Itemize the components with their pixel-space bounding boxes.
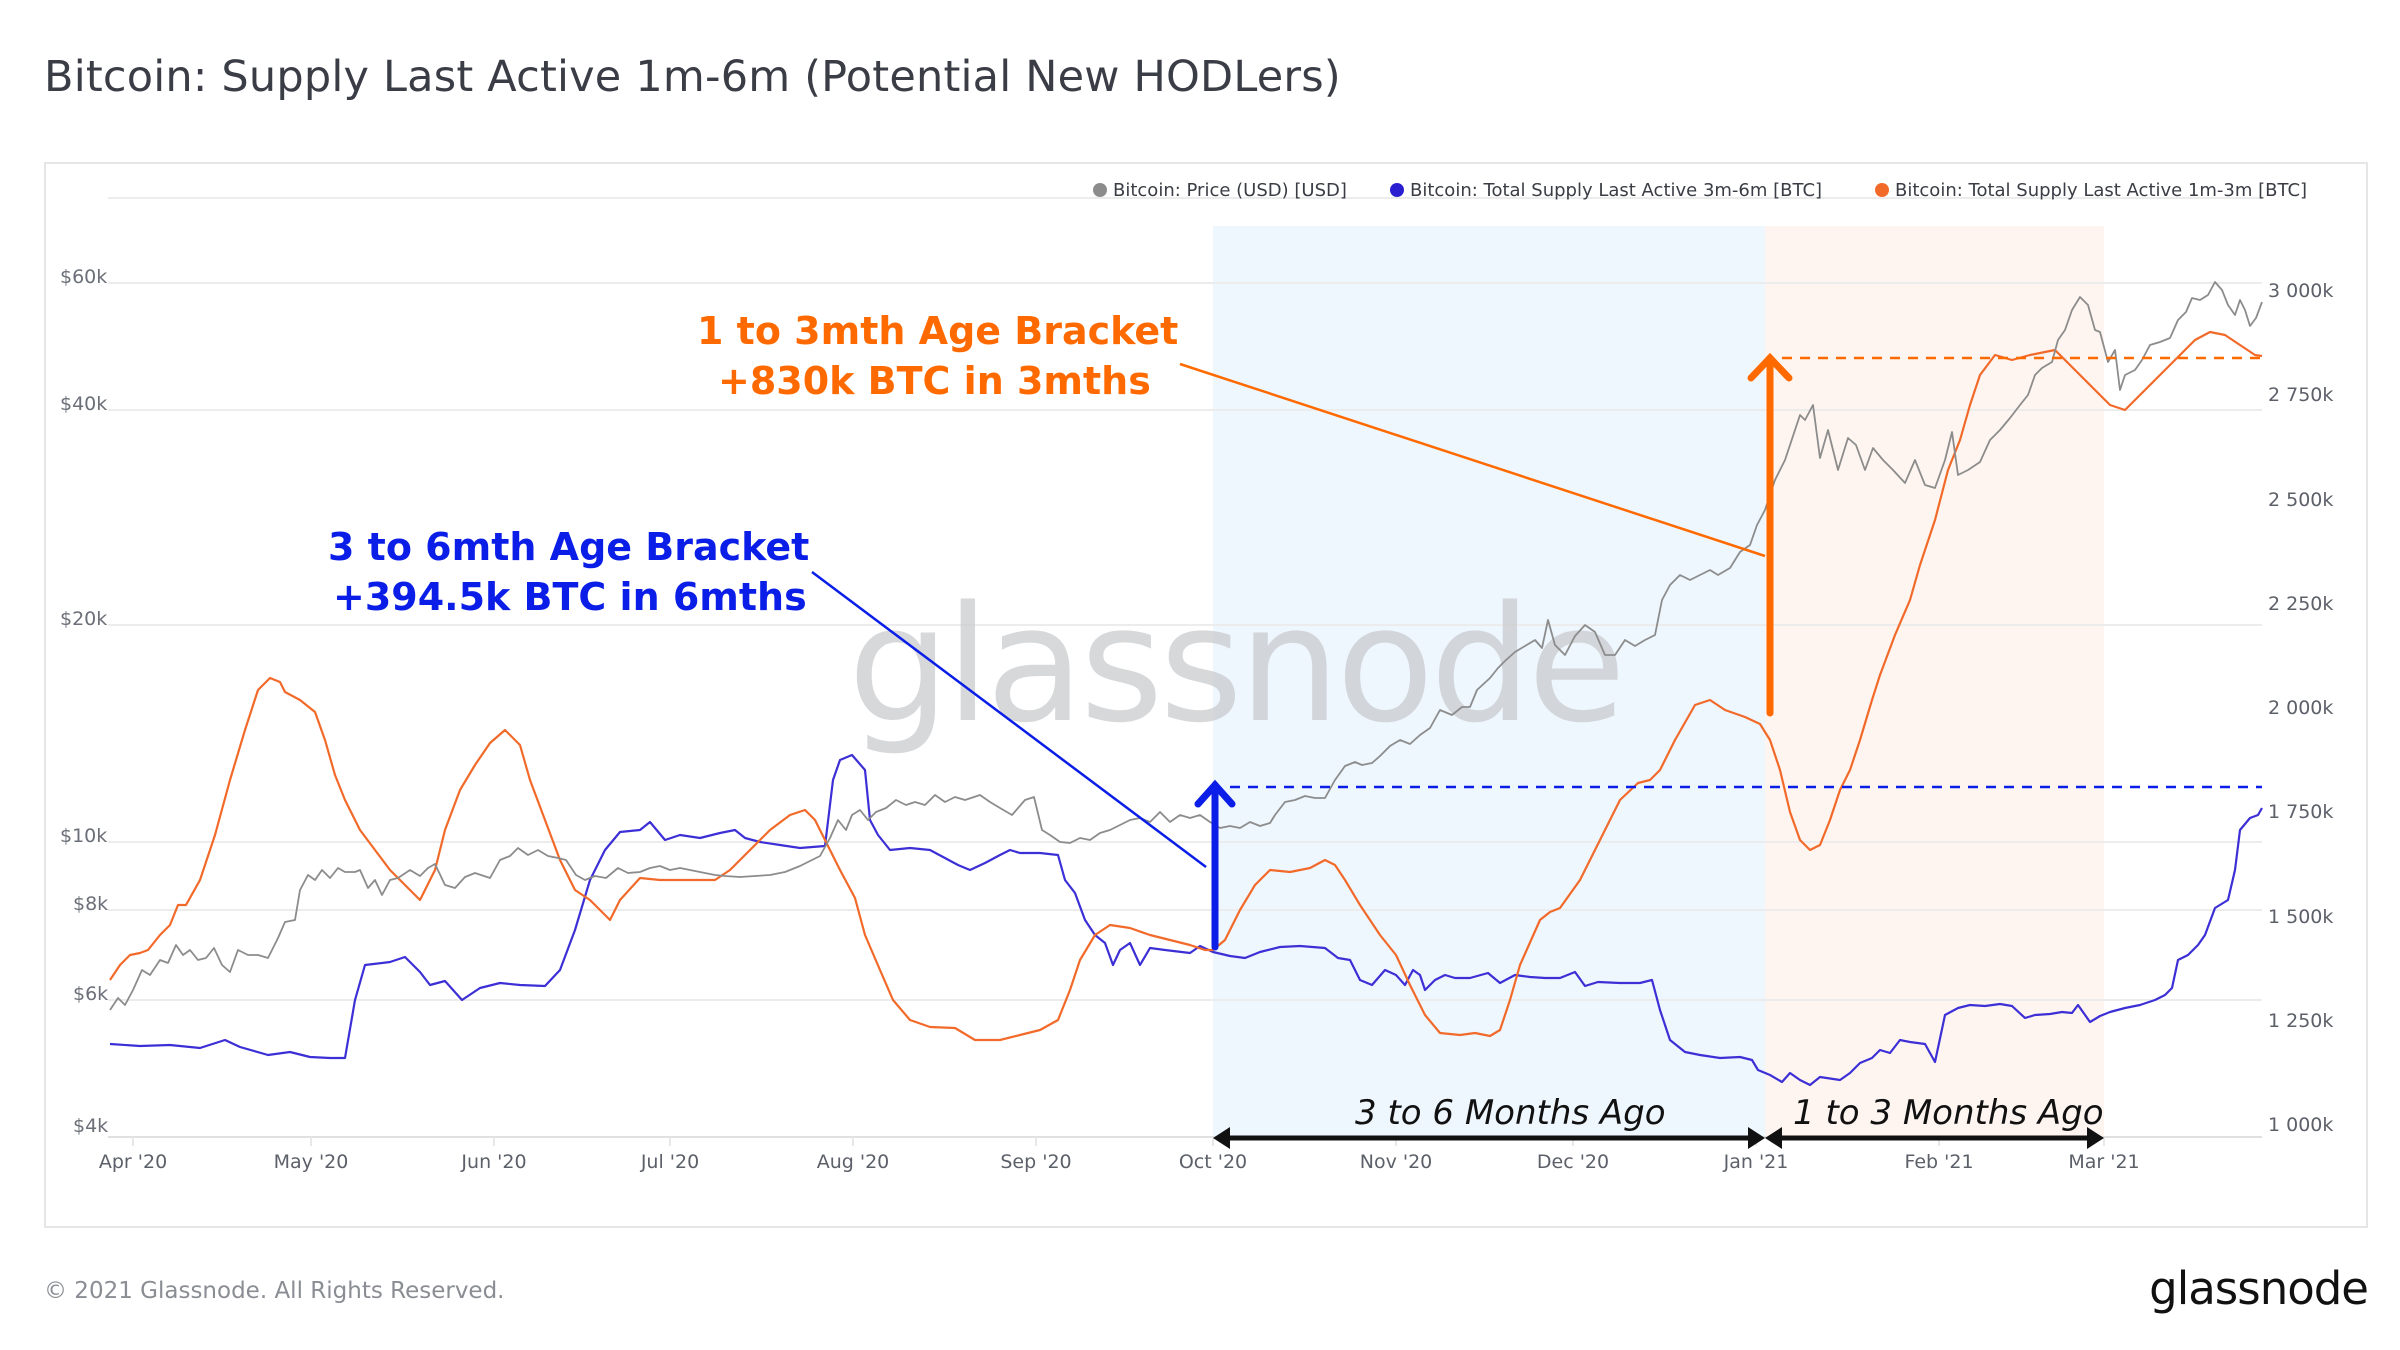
legend-item-1m-3m[interactable]: Bitcoin: Total Supply Last Active 1m-3m … [1895, 180, 2307, 201]
x-tick: Sep '20 [1000, 1151, 1071, 1173]
legend-dot-3m-6m [1390, 183, 1404, 197]
legend: Bitcoin: Price (USD) [USD] Bitcoin: Tota… [1093, 180, 2307, 201]
footer-copyright: © 2021 Glassnode. All Rights Reserved. [44, 1278, 505, 1304]
series-price [109, 281, 2263, 1011]
left-tick-8k: $8k [73, 893, 108, 915]
x-tick: Jul '20 [640, 1151, 699, 1173]
span-label-1-3-months: 1 to 3 Months Ago [1793, 1093, 2104, 1133]
x-tick: Jan '21 [1723, 1151, 1789, 1173]
highlight-3-6-months [1213, 226, 1765, 1137]
left-tick-10k: $10k [60, 825, 107, 847]
span-arrow-1-3-months [1765, 1127, 2104, 1149]
arrow-up-blue [1194, 779, 1236, 951]
right-tick-3000k: 3 000k [2268, 280, 2333, 302]
legend-dot-1m-3m [1875, 183, 1889, 197]
x-tick: Feb '21 [1904, 1151, 1973, 1173]
x-tick: Mar '21 [2068, 1151, 2139, 1173]
annotation-blue-detail: +394.5k BTC in 6mths [333, 575, 807, 619]
series-supply-3m-6m [109, 753, 2263, 1087]
x-tick: Oct '20 [1179, 1151, 1247, 1173]
pointer-line-blue [811, 570, 1207, 869]
right-tick-2250k: 2 250k [2268, 593, 2333, 615]
right-axis: 3 000k 2 750k 2 500k 2 250k 2 000k 1 750… [2268, 280, 2333, 1136]
x-tick: Nov '20 [1360, 1151, 1433, 1173]
left-tick-20k: $20k [60, 608, 107, 630]
x-tick: Apr '20 [99, 1151, 167, 1173]
glassnode-logo[interactable]: glassnode [2149, 1262, 2369, 1315]
page-title: Bitcoin: Supply Last Active 1m-6m (Poten… [44, 52, 1341, 102]
right-tick-1000k: 1 000k [2268, 1114, 2333, 1136]
left-axis: $60k $40k $20k $10k $8k $6k $4k [60, 266, 108, 1137]
x-axis: Apr '20 May '20 Jun '20 Jul '20 Aug '20 … [99, 1151, 2140, 1173]
left-tick-4k: $4k [73, 1115, 108, 1137]
right-tick-1500k: 1 500k [2268, 906, 2333, 928]
annotation-blue-title: 3 to 6mth Age Bracket [328, 525, 809, 569]
right-tick-2750k: 2 750k [2268, 384, 2333, 406]
x-tick: Dec '20 [1537, 1151, 1609, 1173]
highlight-1-3-months [1765, 226, 2104, 1137]
x-tick: May '20 [274, 1151, 349, 1173]
right-tick-2500k: 2 500k [2268, 489, 2333, 511]
series-supply-1m-3m [109, 330, 2263, 1042]
left-tick-40k: $40k [60, 393, 107, 415]
annotation-orange-detail: +830k BTC in 3mths [718, 359, 1151, 403]
span-label-3-6-months: 3 to 6 Months Ago [1355, 1093, 1666, 1133]
x-tick: Jun '20 [460, 1151, 526, 1173]
legend-dot-price [1093, 183, 1107, 197]
span-arrow-3-6-months [1213, 1127, 1765, 1149]
pointer-line-orange [1179, 362, 1766, 558]
left-tick-6k: $6k [73, 983, 108, 1005]
x-tick: Aug '20 [817, 1151, 890, 1173]
right-tick-1750k: 1 750k [2268, 801, 2333, 823]
right-tick-1250k: 1 250k [2268, 1010, 2333, 1032]
right-tick-2000k: 2 000k [2268, 697, 2333, 719]
legend-item-price[interactable]: Bitcoin: Price (USD) [USD] [1113, 180, 1347, 201]
legend-item-3m-6m[interactable]: Bitcoin: Total Supply Last Active 3m-6m … [1410, 180, 1822, 201]
arrow-up-orange [1747, 352, 1793, 717]
watermark-logo: glassnode [848, 571, 1622, 758]
annotation-orange-title: 1 to 3mth Age Bracket [697, 309, 1178, 353]
left-tick-60k: $60k [60, 266, 107, 288]
